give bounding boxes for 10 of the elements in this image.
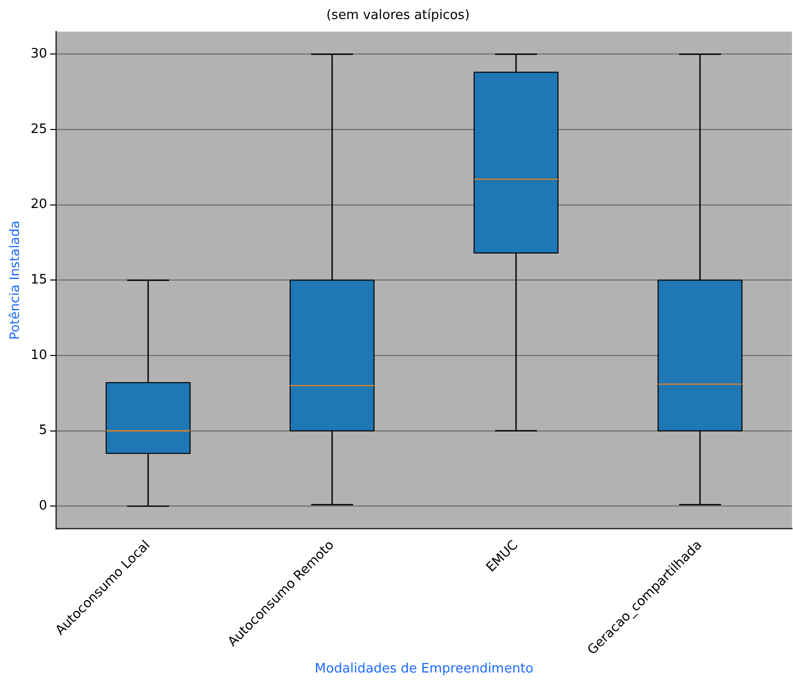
y-tick-label: 15	[30, 272, 48, 288]
y-tick-label: 5	[38, 423, 48, 438]
x-axis-title: Modalidades de Empreendimento	[314, 662, 534, 677]
y-tick-label: 0	[38, 498, 48, 514]
y-tick-label: 25	[30, 122, 48, 137]
y-tick-label: 20	[30, 197, 48, 212]
chart-title: (sem valores atípicos)	[326, 8, 470, 24]
y-tick-label: 10	[30, 348, 48, 363]
y-axis-title: Potência Instalada	[8, 220, 24, 340]
y-tick-label: 30	[30, 46, 48, 62]
